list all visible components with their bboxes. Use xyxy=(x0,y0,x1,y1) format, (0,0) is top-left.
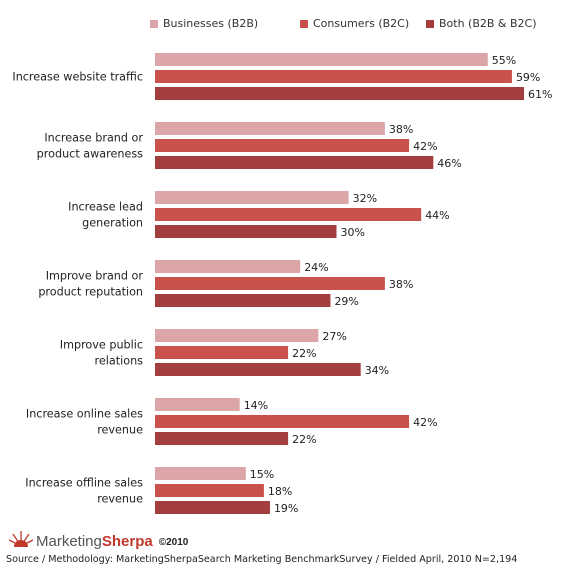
category-5-value-label-series-1: 27% xyxy=(322,330,346,343)
legend-swatch-b2b xyxy=(150,19,158,28)
category-7-label-line-1: Increase offline sales xyxy=(25,477,143,490)
legend-label-b2c: Consumers (B2C) xyxy=(313,17,410,30)
legend-swatch-both xyxy=(426,19,434,28)
legend-item-both: Both (B2B & B2C) xyxy=(426,17,537,30)
category-6-bar-series-1 xyxy=(155,398,240,411)
category-3-value-label-series-3: 30% xyxy=(341,226,365,239)
chart-legend: Businesses (B2B) Consumers (B2C) Both (B… xyxy=(150,17,570,33)
category-5-label-line-2: relations xyxy=(95,355,144,368)
category-3-bar-series-1 xyxy=(155,191,349,204)
logo-text-sherpa: Sherpa xyxy=(101,533,153,550)
category-1-label-line-1: Increase website traffic xyxy=(12,71,143,84)
category-5-bar-series-1 xyxy=(155,329,319,342)
legend-item-b2c: Consumers (B2C) xyxy=(300,17,409,30)
category-7-bar-series-2 xyxy=(155,484,264,497)
category-1-value-label-series-1: 55% xyxy=(492,54,516,67)
category-6-bar-series-3 xyxy=(155,432,289,445)
legend-label-both: Both (B2B & B2C) xyxy=(439,17,537,30)
category-4-value-label-series-3: 29% xyxy=(334,295,358,308)
sun-logo-icon xyxy=(8,531,34,547)
category-6-value-label-series-3: 22% xyxy=(292,433,316,446)
category-3-bar-series-2 xyxy=(155,208,422,221)
category-7-value-label-series-2: 18% xyxy=(268,485,292,498)
category-2-bar-series-1 xyxy=(155,122,385,135)
category-6-value-label-series-1: 14% xyxy=(244,399,268,412)
category-5-value-label-series-3: 34% xyxy=(365,364,389,377)
category-7-value-label-series-3: 19% xyxy=(274,502,298,515)
category-7-label-line-2: revenue xyxy=(97,493,143,506)
category-2-bar-series-3 xyxy=(155,156,434,169)
category-2-value-label-series-3: 46% xyxy=(437,157,461,170)
category-4-value-label-series-2: 38% xyxy=(389,278,413,291)
category-7-bar-series-1 xyxy=(155,467,246,480)
category-4-bar-series-3 xyxy=(155,294,331,307)
category-4-bar-series-1 xyxy=(155,260,301,273)
category-1-value-label-series-3: 61% xyxy=(528,88,552,101)
category-6-label-line-1: Increase online sales xyxy=(26,408,143,421)
category-3-label-line-2: generation xyxy=(82,217,143,230)
marketingsherpa-logo: Marketing Sherpa ©2010 xyxy=(8,526,188,550)
category-7-bar-series-3 xyxy=(155,501,270,514)
category-2-label-line-2: product awareness xyxy=(37,148,143,161)
category-5-label-line-1: Improve public xyxy=(60,339,143,352)
category-5-value-label-series-2: 22% xyxy=(292,347,316,360)
category-3-value-label-series-1: 32% xyxy=(353,192,377,205)
bar-plot-area: Increase website traffic 55%59% 61% Increas… xyxy=(12,53,553,515)
category-2-value-label-series-1: 38% xyxy=(389,123,413,136)
category-1-value-label-series-2: 59% xyxy=(516,71,540,84)
category-3-label-line-1: Increase lead xyxy=(68,201,143,214)
category-4-value-label-series-1: 24% xyxy=(304,261,328,274)
legend-item-b2b: Businesses (B2B) xyxy=(150,17,258,30)
category-7-value-label-series-1: 15% xyxy=(250,468,274,481)
category-6-value-label-series-2: 42% xyxy=(413,416,437,429)
category-5-bar-series-2 xyxy=(155,346,289,359)
category-2-label-line-1: Increase brand or xyxy=(44,132,143,145)
category-4-label-line-1: Improve brand or xyxy=(46,270,144,283)
category-2-value-label-series-2: 42% xyxy=(413,140,437,153)
category-2-bar-series-2 xyxy=(155,139,410,152)
copyright-label: ©2010 xyxy=(158,537,189,548)
category-4-bar-series-2 xyxy=(155,277,385,290)
legend-swatch-b2c xyxy=(300,19,308,28)
category-6-bar-series-2 xyxy=(155,415,410,428)
logo-text-marketing: Marketing xyxy=(36,533,102,550)
category-1-bar-series-2 xyxy=(155,70,512,83)
source-note: Source / Methodology: MarketingSherpaSea… xyxy=(6,554,518,565)
category-4-label-line-2: product reputation xyxy=(38,286,143,299)
category-1-bar-series-3 xyxy=(155,87,525,100)
legend-label-b2b: Businesses (B2B) xyxy=(163,17,259,30)
category-3-bar-series-3 xyxy=(155,225,337,238)
category-5-bar-series-3 xyxy=(155,363,361,376)
category-6-label-line-2: revenue xyxy=(97,424,143,437)
category-1-bar-series-1 xyxy=(155,53,488,66)
category-3-value-label-series-2: 44% xyxy=(425,209,449,222)
